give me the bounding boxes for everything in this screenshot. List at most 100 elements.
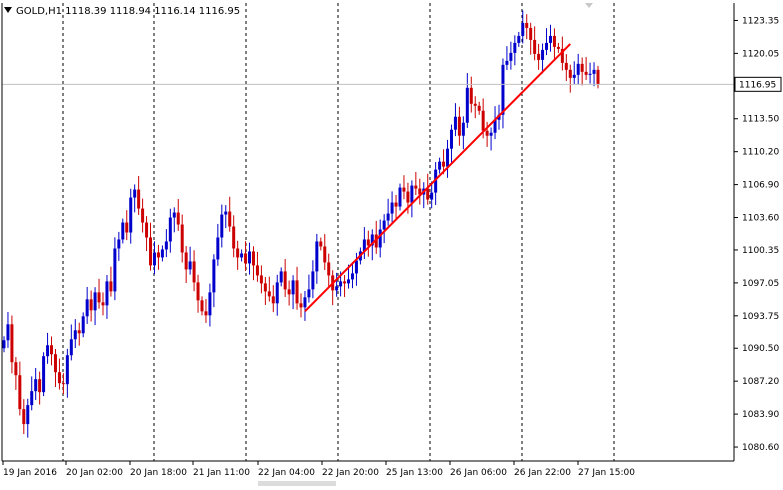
candle-up bbox=[541, 49, 545, 60]
candle-up bbox=[212, 259, 216, 293]
candle-up bbox=[152, 252, 156, 266]
candle-down bbox=[271, 296, 275, 304]
candle-down bbox=[53, 354, 57, 373]
candle-up bbox=[390, 202, 394, 214]
y-tick-label: 1103.60 bbox=[742, 214, 779, 224]
candle-up bbox=[105, 281, 109, 306]
candle-down bbox=[255, 265, 259, 276]
candle-up bbox=[65, 355, 69, 385]
candle-up bbox=[315, 241, 319, 272]
candle-up bbox=[26, 405, 30, 425]
candle-up bbox=[521, 22, 525, 36]
candle-down bbox=[97, 292, 101, 303]
candle-down bbox=[200, 300, 204, 312]
candle-down bbox=[10, 324, 14, 363]
candle-down bbox=[61, 383, 65, 385]
candle-up bbox=[509, 52, 513, 61]
candle-up bbox=[160, 249, 164, 258]
x-tick-label: 22 Jan 04:00 bbox=[258, 468, 315, 478]
candle-down bbox=[580, 63, 584, 72]
candle-layer bbox=[2, 10, 600, 438]
candle-up bbox=[465, 87, 469, 123]
candle-up bbox=[335, 286, 339, 291]
candle-up bbox=[517, 35, 521, 43]
candle-down bbox=[232, 226, 236, 249]
candle-up bbox=[168, 217, 172, 242]
x-tick-label: 25 Jan 13:00 bbox=[386, 468, 443, 478]
candle-up bbox=[410, 185, 414, 203]
candle-down bbox=[156, 252, 160, 258]
candle-up bbox=[279, 271, 283, 283]
candle-up bbox=[548, 35, 552, 43]
candle-up bbox=[42, 356, 46, 393]
candle-down bbox=[149, 237, 153, 266]
x-tick-label: 19 Jan 2016 bbox=[3, 468, 57, 478]
candle-down bbox=[481, 110, 485, 131]
candle-up bbox=[513, 42, 517, 53]
x-tick-label: 27 Jan 15:00 bbox=[578, 468, 635, 478]
candle-down bbox=[176, 212, 180, 225]
candle-down bbox=[283, 271, 287, 290]
ohlc-high: 1118.94 bbox=[109, 6, 152, 17]
candle-down bbox=[14, 362, 18, 376]
candle-up bbox=[501, 64, 505, 115]
candle-up bbox=[350, 273, 354, 280]
candle-down bbox=[442, 161, 446, 167]
trendline bbox=[304, 43, 571, 313]
candle-down bbox=[295, 280, 299, 304]
candle-up bbox=[339, 281, 343, 287]
candle-down bbox=[251, 251, 255, 266]
candle-down bbox=[180, 224, 184, 253]
candle-up bbox=[311, 271, 315, 290]
ohlc-close: 1116.95 bbox=[198, 6, 241, 17]
candle-down bbox=[137, 189, 141, 209]
candle-up bbox=[370, 234, 374, 246]
candle-down bbox=[537, 53, 541, 60]
candle-up bbox=[378, 229, 382, 248]
candle-down bbox=[244, 253, 248, 264]
candle-up bbox=[572, 74, 576, 78]
candle-up bbox=[291, 280, 295, 295]
candle-up bbox=[240, 253, 244, 258]
candle-down bbox=[323, 246, 327, 263]
candle-up bbox=[129, 197, 133, 233]
candle-up bbox=[386, 213, 390, 221]
current-price-box bbox=[734, 76, 782, 92]
axis-layer: 1123.351120.051116.651113.501110.201106.… bbox=[1, 3, 782, 486]
candle-down bbox=[564, 62, 568, 70]
overlay-layer bbox=[2, 3, 734, 313]
candle-up bbox=[505, 60, 509, 65]
candle-down bbox=[426, 188, 430, 200]
candle-up bbox=[398, 187, 402, 207]
x-tick-label: 22 Jan 20:00 bbox=[322, 468, 379, 478]
y-tick-label: 1106.90 bbox=[742, 181, 779, 191]
candle-up bbox=[2, 340, 6, 349]
candle-up bbox=[69, 339, 73, 356]
candle-down bbox=[57, 372, 61, 384]
dropdown-triangle-icon[interactable] bbox=[4, 7, 12, 13]
grid-layer bbox=[62, 3, 615, 461]
candle-down bbox=[568, 69, 572, 78]
candle-down bbox=[485, 130, 489, 136]
candle-up bbox=[34, 379, 38, 392]
candle-up bbox=[588, 73, 592, 75]
y-tick-label: 1080.60 bbox=[742, 443, 779, 453]
candle-down bbox=[259, 275, 263, 284]
candle-up bbox=[362, 239, 366, 252]
candle-up bbox=[382, 220, 386, 230]
candle-down bbox=[50, 345, 54, 355]
candle-up bbox=[172, 212, 176, 218]
current-price-label: 1116.95 bbox=[739, 80, 776, 90]
x-tick-label: 21 Jan 11:00 bbox=[193, 468, 250, 478]
candle-down bbox=[267, 291, 271, 297]
candle-down bbox=[145, 222, 149, 238]
candle-down bbox=[477, 105, 481, 111]
candle-up bbox=[30, 391, 34, 406]
candle-up bbox=[164, 241, 168, 250]
candle-down bbox=[263, 283, 267, 292]
x-tick-label: 20 Jan 02:00 bbox=[66, 468, 123, 478]
candle-down bbox=[584, 71, 588, 75]
y-tick-label: 1120.05 bbox=[742, 49, 779, 59]
